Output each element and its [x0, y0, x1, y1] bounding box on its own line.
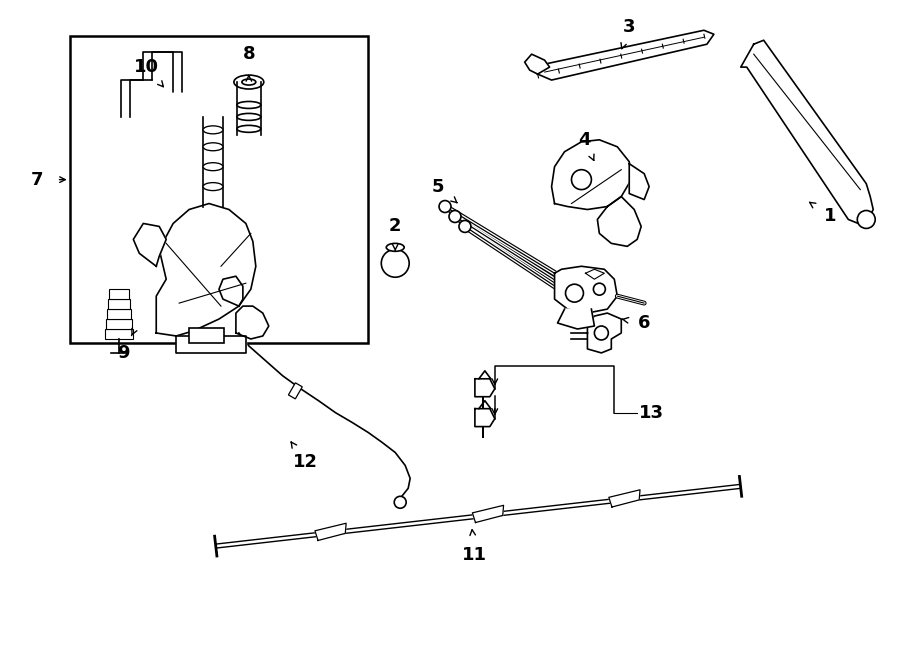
Ellipse shape [242, 79, 256, 85]
Text: 10: 10 [134, 58, 158, 76]
Polygon shape [315, 524, 346, 541]
Ellipse shape [386, 243, 404, 251]
Text: 2: 2 [389, 217, 401, 235]
Bar [107, 309, 131, 319]
Circle shape [593, 283, 606, 295]
Bar [108, 299, 130, 309]
Text: 1: 1 [824, 208, 837, 225]
Polygon shape [133, 223, 166, 266]
Polygon shape [608, 490, 640, 507]
Polygon shape [219, 276, 243, 306]
Polygon shape [598, 196, 641, 247]
Text: 5: 5 [432, 178, 445, 196]
Bar [288, 383, 302, 399]
Polygon shape [537, 30, 714, 80]
Bar [105, 329, 133, 339]
Ellipse shape [237, 114, 261, 120]
Text: 6: 6 [638, 314, 651, 332]
Polygon shape [475, 379, 495, 397]
Polygon shape [176, 336, 246, 353]
Circle shape [565, 284, 583, 302]
Circle shape [439, 200, 451, 212]
Text: 12: 12 [293, 453, 318, 471]
Circle shape [382, 249, 410, 277]
Polygon shape [552, 140, 631, 210]
Text: 9: 9 [117, 344, 130, 362]
Polygon shape [475, 408, 495, 426]
Ellipse shape [203, 163, 223, 171]
Circle shape [594, 326, 608, 340]
Bar [69, 36, 368, 343]
Ellipse shape [203, 126, 223, 134]
Circle shape [449, 210, 461, 223]
Text: 4: 4 [578, 131, 590, 149]
Polygon shape [629, 164, 649, 200]
Text: 13: 13 [639, 404, 664, 422]
Bar [110, 289, 130, 299]
Polygon shape [554, 266, 617, 313]
Polygon shape [557, 309, 594, 329]
Ellipse shape [203, 143, 223, 151]
Text: 11: 11 [463, 546, 488, 564]
Ellipse shape [237, 126, 261, 132]
Polygon shape [472, 505, 504, 523]
Polygon shape [741, 40, 873, 223]
Circle shape [572, 170, 591, 190]
Bar [106, 319, 132, 329]
Text: 7: 7 [31, 171, 43, 188]
Text: 3: 3 [623, 19, 635, 36]
Polygon shape [588, 313, 621, 353]
Ellipse shape [234, 75, 264, 89]
Circle shape [858, 210, 875, 229]
Polygon shape [157, 204, 256, 336]
Polygon shape [236, 306, 269, 339]
Polygon shape [525, 54, 550, 74]
Ellipse shape [203, 182, 223, 190]
Bar [189, 328, 224, 343]
Text: 8: 8 [242, 45, 256, 63]
Circle shape [459, 221, 471, 233]
Ellipse shape [237, 102, 261, 108]
Circle shape [394, 496, 406, 508]
